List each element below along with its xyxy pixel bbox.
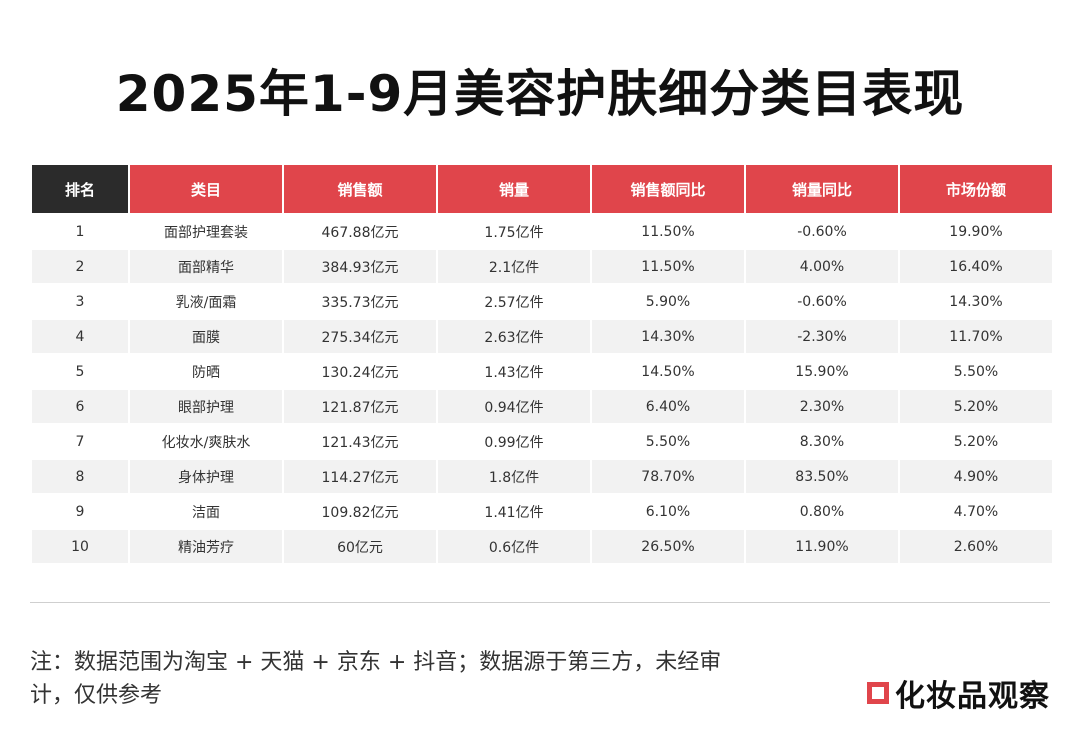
cell-rank: 1 — [32, 213, 128, 248]
footnote: 注：数据范围为淘宝 + 天猫 + 京东 + 抖音；数据源于第三方，未经审计，仅供… — [30, 650, 722, 708]
cell-market-share: 4.90% — [900, 458, 1052, 493]
cell-sales-yoy: 14.50% — [592, 353, 744, 388]
table-row: 10 精油芳疗 60亿元 0.6亿件 26.50% 11.90% 2.60% — [32, 528, 1052, 563]
cell-market-share: 14.30% — [900, 283, 1052, 318]
table-row: 6 眼部护理 121.87亿元 0.94亿件 6.40% 2.30% 5.20% — [32, 388, 1052, 423]
cell-rank: 9 — [32, 493, 128, 528]
table-body: 1 面部护理套装 467.88亿元 1.75亿件 11.50% -0.60% 19.90% 2… — [32, 213, 1052, 563]
cell-volume: 2.1亿件 — [438, 248, 590, 283]
column-header-market-share: 市场份额 — [900, 165, 1052, 213]
cell-volume-yoy: -0.60% — [746, 213, 898, 248]
column-header-volume: 销量 — [438, 165, 590, 213]
cell-volume: 0.94亿件 — [438, 388, 590, 423]
cell-volume: 0.99亿件 — [438, 423, 590, 458]
divider — [30, 602, 1050, 603]
cell-market-share: 2.60% — [900, 528, 1052, 563]
table-row: 2 面部精华 384.93亿元 2.1亿件 11.50% 4.00% 16.40% — [32, 248, 1052, 283]
table-row: 3 乳液/面霜 335.73亿元 2.57亿件 5.90% -0.60% 14.30% — [32, 283, 1052, 318]
cell-market-share: 4.70% — [900, 493, 1052, 528]
cell-sales-yoy: 5.50% — [592, 423, 744, 458]
cell-rank: 2 — [32, 248, 128, 283]
cell-volume-yoy: 83.50% — [746, 458, 898, 493]
cell-volume-yoy: 0.80% — [746, 493, 898, 528]
cell-sales: 114.27亿元 — [284, 458, 436, 493]
column-header-volume-yoy: 销量同比 — [746, 165, 898, 213]
column-header-category: 类目 — [130, 165, 282, 213]
cell-volume-yoy: -0.60% — [746, 283, 898, 318]
cell-category: 乳液/面霜 — [130, 283, 282, 318]
cell-category: 眼部护理 — [130, 388, 282, 423]
cell-volume-yoy: 4.00% — [746, 248, 898, 283]
cell-rank: 6 — [32, 388, 128, 423]
cell-sales: 109.82亿元 — [284, 493, 436, 528]
cell-category: 面部护理套装 — [130, 213, 282, 248]
logo-square-icon — [867, 682, 889, 704]
cell-sales: 121.43亿元 — [284, 423, 436, 458]
cell-sales-yoy: 6.40% — [592, 388, 744, 423]
cell-volume: 1.75亿件 — [438, 213, 590, 248]
table-row: 9 洁面 109.82亿元 1.41亿件 6.10% 0.80% 4.70% — [32, 493, 1052, 528]
cell-volume: 2.57亿件 — [438, 283, 590, 318]
cell-sales: 121.87亿元 — [284, 388, 436, 423]
cell-volume: 0.6亿件 — [438, 528, 590, 563]
cell-category: 化妆水/爽肤水 — [130, 423, 282, 458]
category-performance-table: 排名 类目 销售额 销量 销售额同比 销量同比 市场份额 1 面部护理套装 467.… — [30, 165, 1054, 563]
cell-sales: 467.88亿元 — [284, 213, 436, 248]
cell-volume-yoy: 15.90% — [746, 353, 898, 388]
column-header-sales-yoy: 销售额同比 — [592, 165, 744, 213]
table-row: 5 防晒 130.24亿元 1.43亿件 14.50% 15.90% 5.50% — [32, 353, 1052, 388]
table-row: 1 面部护理套装 467.88亿元 1.75亿件 11.50% -0.60% 19.90% — [32, 213, 1052, 248]
cell-volume: 1.8亿件 — [438, 458, 590, 493]
brand-logo: 化妆品观察 — [867, 673, 1050, 714]
cell-volume: 2.63亿件 — [438, 318, 590, 353]
cell-category: 面膜 — [130, 318, 282, 353]
cell-market-share: 16.40% — [900, 248, 1052, 283]
cell-rank: 7 — [32, 423, 128, 458]
column-header-sales: 销售额 — [284, 165, 436, 213]
cell-rank: 10 — [32, 528, 128, 563]
cell-sales-yoy: 5.90% — [592, 283, 744, 318]
table-header-row: 排名 类目 销售额 销量 销售额同比 销量同比 市场份额 — [32, 165, 1052, 213]
cell-market-share: 5.20% — [900, 388, 1052, 423]
cell-volume: 1.41亿件 — [438, 493, 590, 528]
cell-category: 防晒 — [130, 353, 282, 388]
cell-market-share: 5.20% — [900, 423, 1052, 458]
cell-sales-yoy: 6.10% — [592, 493, 744, 528]
cell-sales-yoy: 11.50% — [592, 213, 744, 248]
cell-sales-yoy: 11.50% — [592, 248, 744, 283]
cell-market-share: 11.70% — [900, 318, 1052, 353]
cell-volume-yoy: 8.30% — [746, 423, 898, 458]
cell-rank: 8 — [32, 458, 128, 493]
cell-sales-yoy: 14.30% — [592, 318, 744, 353]
cell-sales: 130.24亿元 — [284, 353, 436, 388]
cell-volume-yoy: 11.90% — [746, 528, 898, 563]
cell-sales: 60亿元 — [284, 528, 436, 563]
cell-category: 身体护理 — [130, 458, 282, 493]
cell-volume: 1.43亿件 — [438, 353, 590, 388]
column-header-rank: 排名 — [32, 165, 128, 213]
page-title: 2025年1-9月美容护肤细分类目表现 — [115, 65, 965, 123]
cell-rank: 5 — [32, 353, 128, 388]
cell-sales: 275.34亿元 — [284, 318, 436, 353]
logo-text: 化妆品观察 — [895, 679, 1050, 714]
table-row: 8 身体护理 114.27亿元 1.8亿件 78.70% 83.50% 4.90% — [32, 458, 1052, 493]
table-row: 7 化妆水/爽肤水 121.43亿元 0.99亿件 5.50% 8.30% 5.20% — [32, 423, 1052, 458]
cell-volume-yoy: 2.30% — [746, 388, 898, 423]
cell-category: 面部精华 — [130, 248, 282, 283]
cell-volume-yoy: -2.30% — [746, 318, 898, 353]
cell-category: 精油芳疗 — [130, 528, 282, 563]
cell-rank: 4 — [32, 318, 128, 353]
table-row: 4 面膜 275.34亿元 2.63亿件 14.30% -2.30% 11.70% — [32, 318, 1052, 353]
cell-sales: 384.93亿元 — [284, 248, 436, 283]
cell-sales-yoy: 78.70% — [592, 458, 744, 493]
cell-rank: 3 — [32, 283, 128, 318]
cell-category: 洁面 — [130, 493, 282, 528]
cell-sales-yoy: 26.50% — [592, 528, 744, 563]
cell-market-share: 5.50% — [900, 353, 1052, 388]
cell-market-share: 19.90% — [900, 213, 1052, 248]
cell-sales: 335.73亿元 — [284, 283, 436, 318]
